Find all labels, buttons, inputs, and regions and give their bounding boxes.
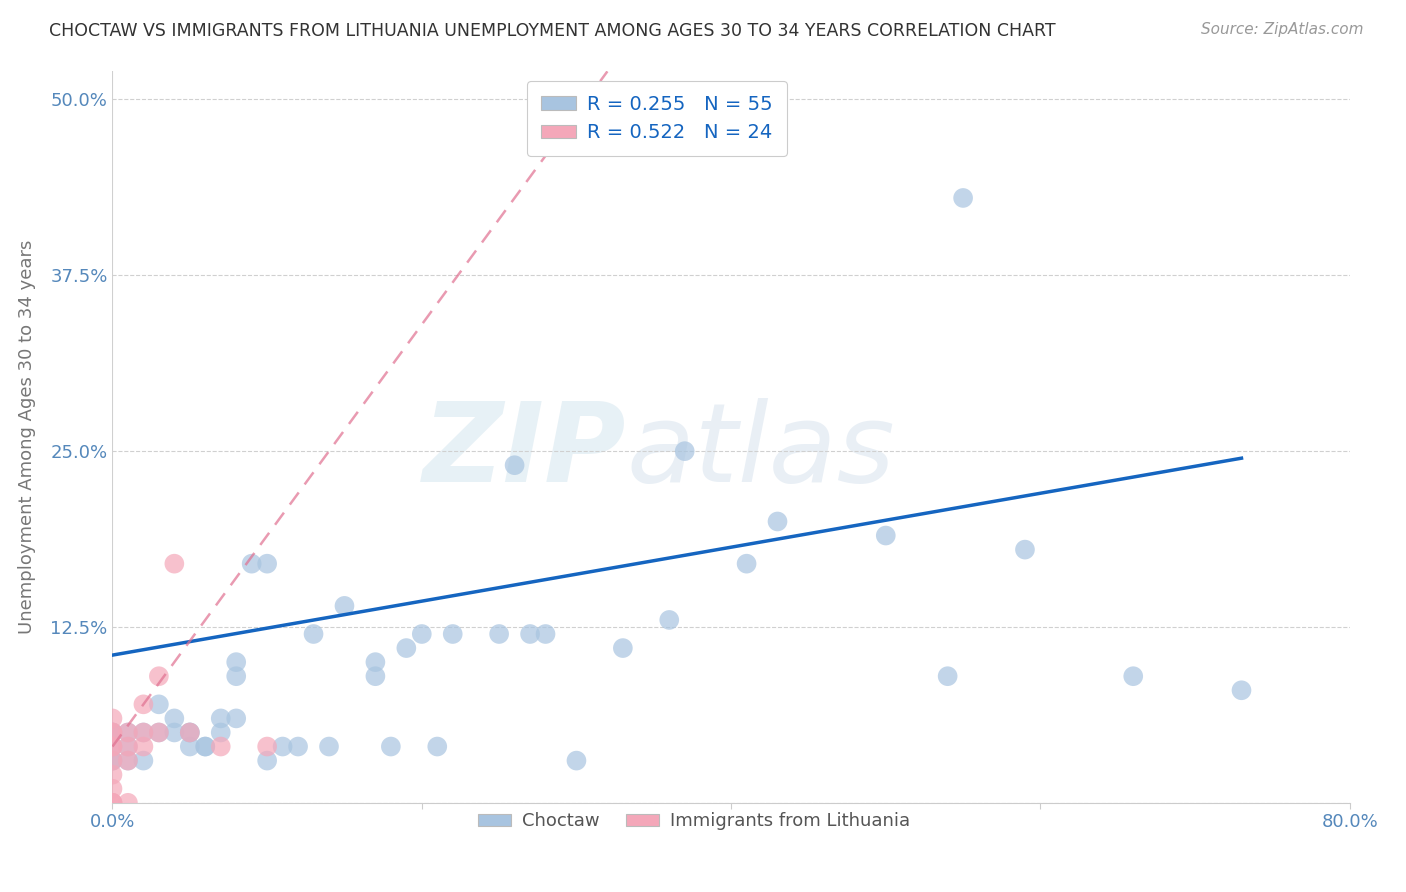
Y-axis label: Unemployment Among Ages 30 to 34 years: Unemployment Among Ages 30 to 34 years [18,240,37,634]
Point [380,739,402,754]
Point [101,796,124,810]
Text: CHOCTAW VS IMMIGRANTS FROM LITHUANIA UNEMPLOYMENT AMONG AGES 30 TO 34 YEARS CORR: CHOCTAW VS IMMIGRANTS FROM LITHUANIA UNE… [49,22,1056,40]
Point [673,444,696,458]
Point [395,641,418,656]
Point [117,725,139,739]
Point [148,669,170,683]
Point [194,739,217,754]
Point [565,754,588,768]
Point [163,557,186,571]
Point [101,725,124,739]
Point [364,669,387,683]
Point [148,725,170,739]
Point [132,739,155,754]
Point [534,627,557,641]
Point [117,796,139,810]
Point [256,739,278,754]
Text: Source: ZipAtlas.com: Source: ZipAtlas.com [1201,22,1364,37]
Point [101,781,124,796]
Text: ZIP: ZIP [422,398,626,505]
Point [101,796,124,810]
Point [101,725,124,739]
Point [148,698,170,712]
Point [936,669,959,683]
Point [426,739,449,754]
Point [441,627,464,641]
Point [735,557,758,571]
Point [875,528,897,542]
Point [488,627,510,641]
Point [101,725,124,739]
Point [132,754,155,768]
Point [101,754,124,768]
Point [101,796,124,810]
Point [117,725,139,739]
Point [225,669,247,683]
Point [503,458,526,473]
Point [658,613,681,627]
Point [766,515,789,529]
Point [1122,669,1144,683]
Point [179,725,201,739]
Point [612,641,634,656]
Point [225,711,247,725]
Point [179,739,201,754]
Point [101,767,124,781]
Point [117,754,139,768]
Point [287,739,309,754]
Point [302,627,325,641]
Point [101,754,124,768]
Point [132,725,155,739]
Point [117,739,139,754]
Point [318,739,340,754]
Point [179,725,201,739]
Point [194,739,217,754]
Point [179,725,201,739]
Point [1230,683,1253,698]
Point [240,557,263,571]
Point [132,725,155,739]
Point [101,711,124,725]
Point [163,711,186,725]
Point [132,698,155,712]
Point [209,739,232,754]
Point [209,711,232,725]
Legend: Choctaw, Immigrants from Lithuania: Choctaw, Immigrants from Lithuania [471,805,917,838]
Point [256,557,278,571]
Point [364,655,387,669]
Point [101,754,124,768]
Point [519,627,541,641]
Point [411,627,433,641]
Point [1014,542,1036,557]
Point [333,599,356,613]
Point [148,725,170,739]
Point [101,739,124,754]
Point [271,739,294,754]
Point [209,725,232,739]
Point [163,725,186,739]
Point [101,739,124,754]
Point [101,725,124,739]
Point [225,655,247,669]
Point [101,739,124,754]
Point [952,191,974,205]
Point [117,754,139,768]
Text: atlas: atlas [626,398,894,505]
Point [117,739,139,754]
Point [256,754,278,768]
